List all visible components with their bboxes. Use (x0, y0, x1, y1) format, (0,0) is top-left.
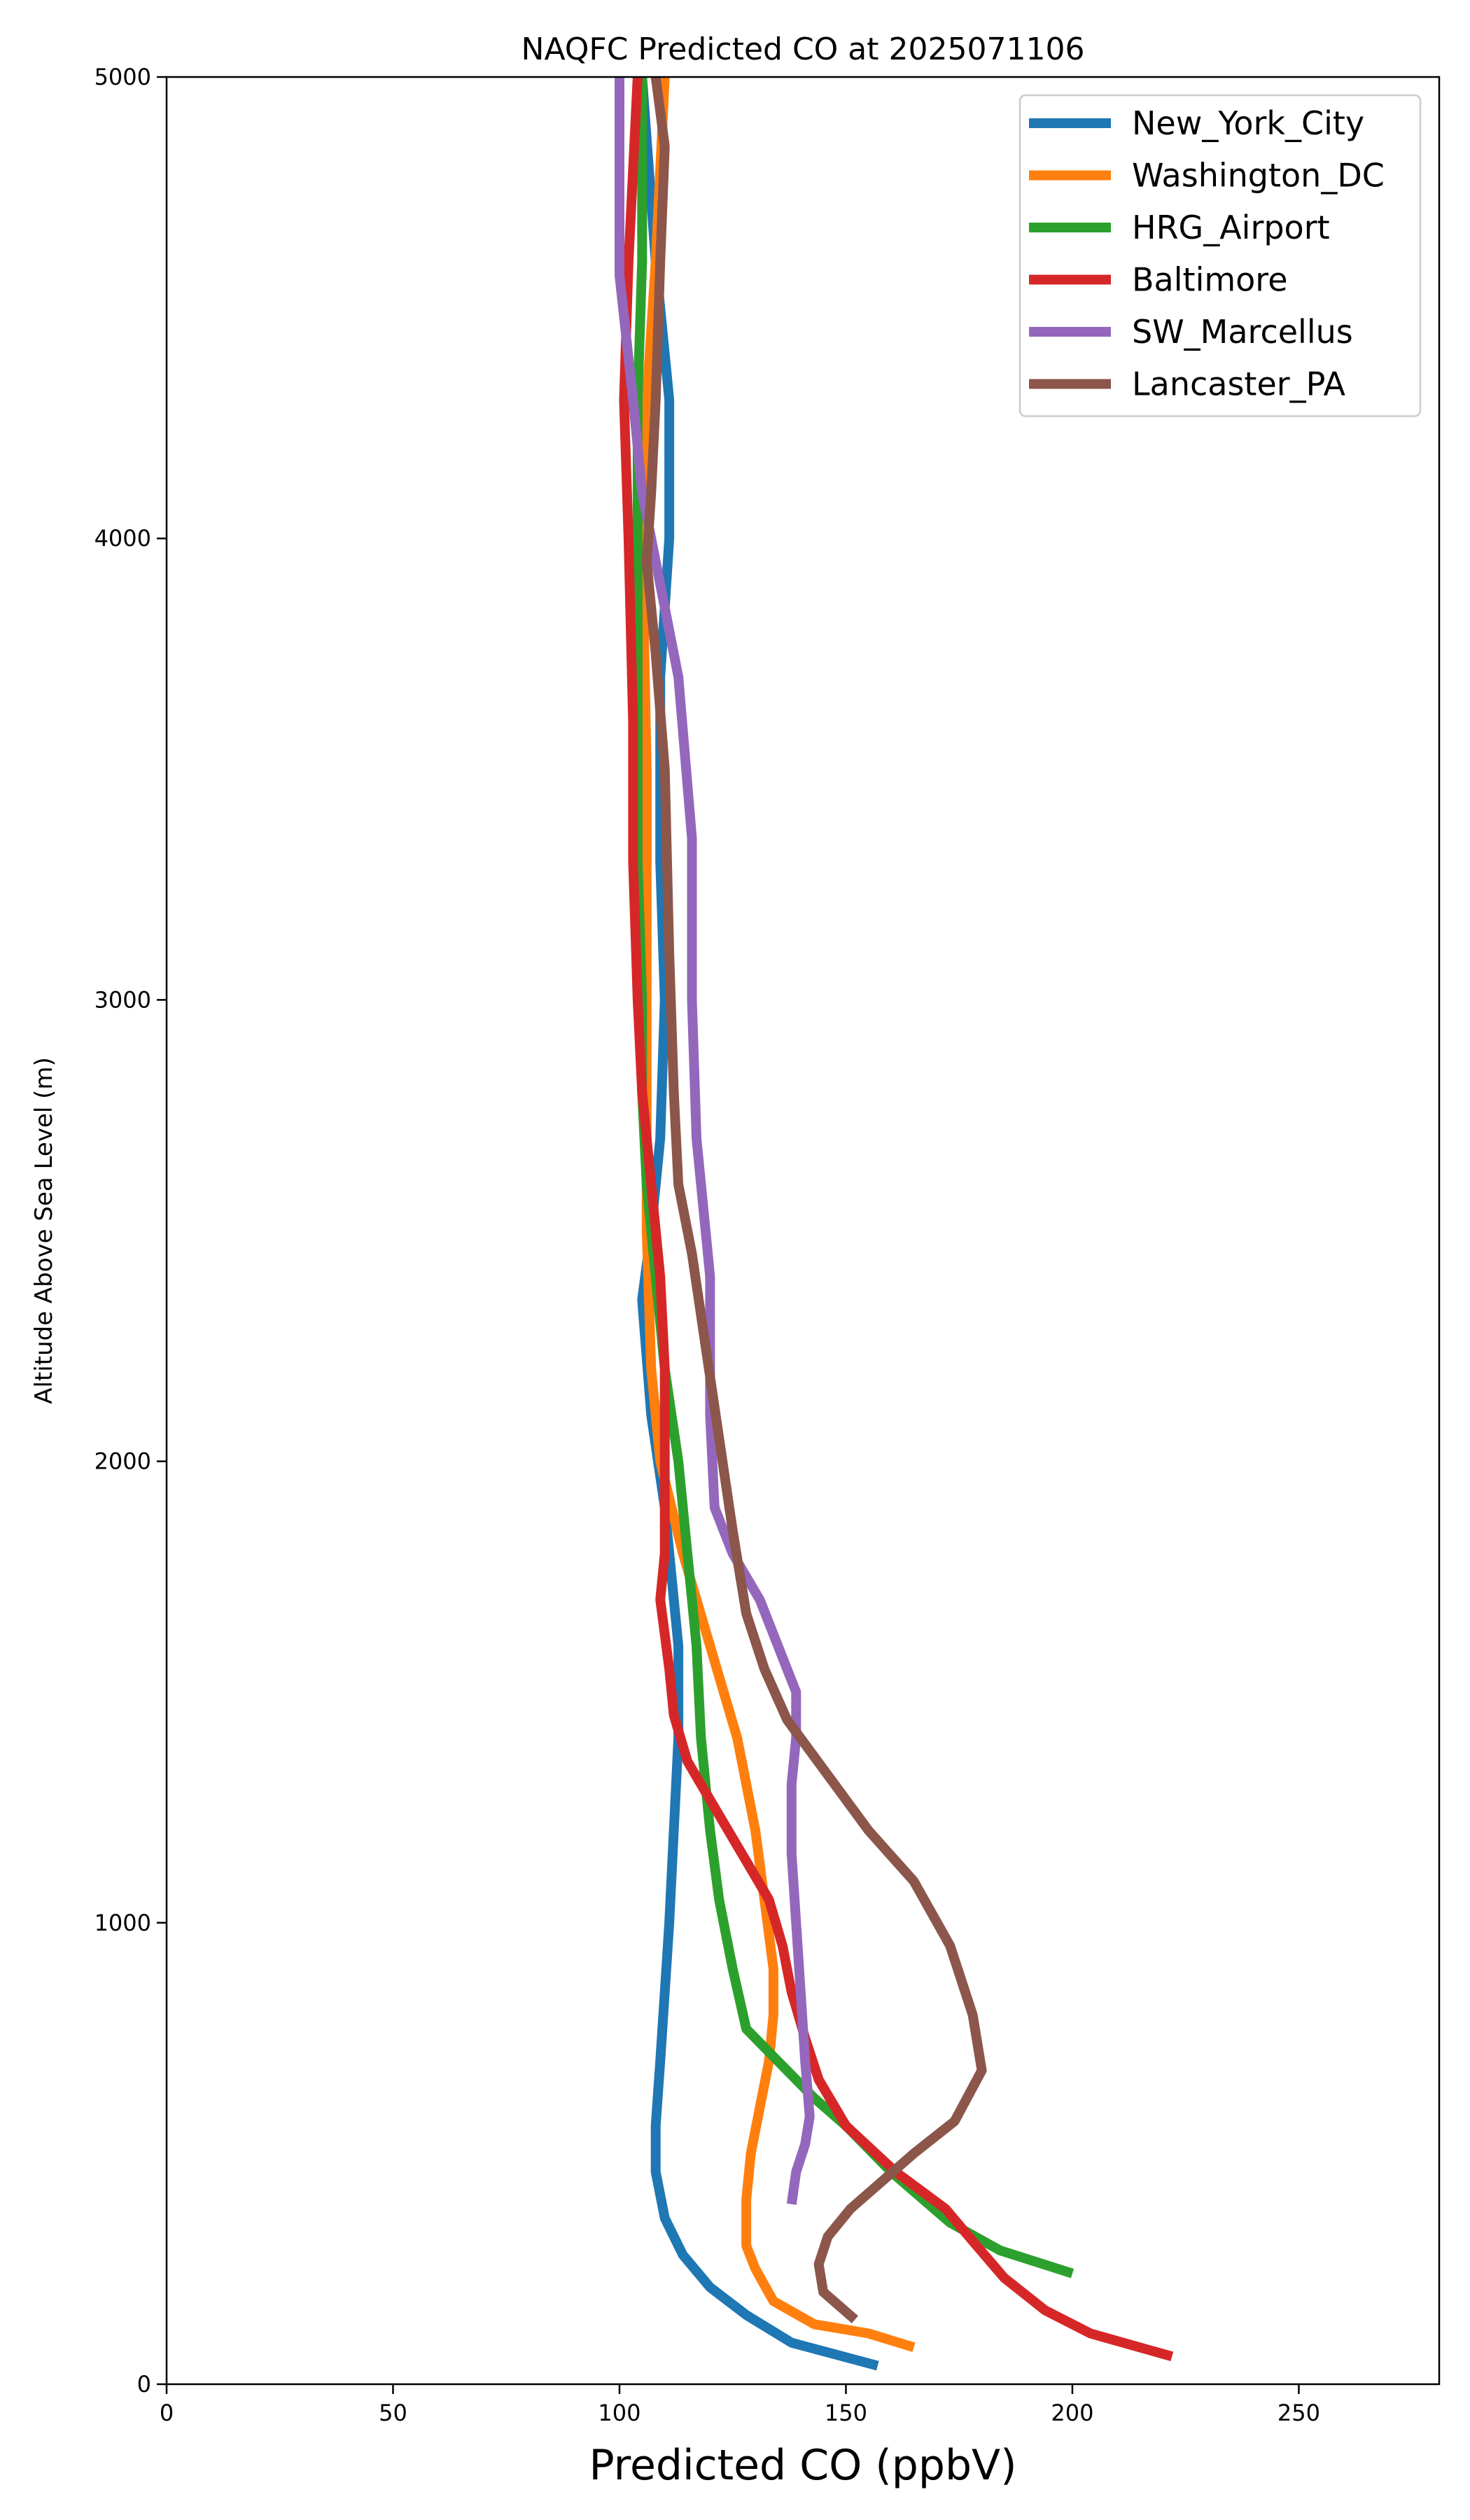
legend: New_York_City Washington_DC HRG_Airport Bal… (1018, 94, 1422, 417)
legend-label: Lancaster_PA (1132, 365, 1345, 403)
x-axis-label: Predicted CO (ppbV) (589, 2441, 1016, 2490)
series-line-lancaster-pa (641, 76, 987, 2323)
legend-box (1018, 94, 1422, 417)
legend-label: SW_Marcellus (1132, 313, 1353, 351)
y-tick-label: 4000 (94, 525, 151, 552)
chart-title: NAQFC Predicted CO at 2025071106 (522, 31, 1085, 67)
y-tick-label: 3000 (94, 986, 151, 1013)
y-tick-label: 1000 (94, 1910, 151, 1936)
y-axis: 0 1000 2000 3000 4000 5000 (94, 64, 167, 2398)
plot-frame (165, 76, 1441, 2386)
y-tick-label: 2000 (94, 1448, 151, 1475)
x-axis: 0 50 100 150 200 250 (160, 2384, 1320, 2426)
x-tick-label: 50 (379, 2400, 407, 2426)
legend-label: HRG_Airport (1132, 209, 1330, 246)
x-tick-label: 100 (598, 2400, 640, 2426)
plot-area (615, 76, 1174, 2371)
x-tick-label: 200 (1051, 2400, 1093, 2426)
series-line-baltimore (619, 76, 1174, 2362)
legend-label: Baltimore (1132, 261, 1288, 299)
x-tick-label: 150 (825, 2400, 867, 2426)
y-axis-label: Altitude Above Sea Level (m) (30, 1057, 58, 1404)
y-tick-label: 5000 (94, 64, 151, 90)
legend-label: Washington_DC (1132, 157, 1385, 195)
series-line-new-york-city (637, 76, 879, 2371)
x-tick-label: 250 (1278, 2400, 1320, 2426)
y-tick-label: 0 (137, 2371, 151, 2398)
legend-label: New_York_City (1132, 104, 1364, 142)
series-line-washington-dc (637, 76, 916, 2352)
x-tick-label: 0 (160, 2400, 174, 2426)
